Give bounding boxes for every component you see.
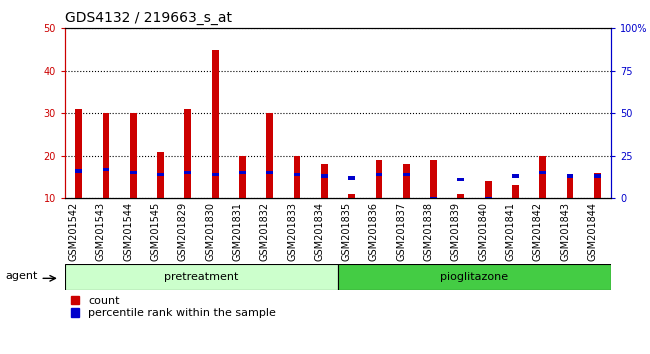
Bar (239, 156, 246, 198)
Bar (75, 109, 82, 198)
Text: pioglitazone: pioglitazone (441, 272, 508, 282)
Text: GSM201841: GSM201841 (506, 201, 515, 261)
Text: GSM201545: GSM201545 (151, 201, 161, 261)
Bar (485, 196, 491, 200)
Bar (157, 152, 164, 198)
Bar (376, 173, 382, 176)
Bar (294, 156, 300, 198)
Bar (185, 109, 191, 198)
Bar (103, 168, 109, 171)
Bar (348, 194, 355, 198)
Text: GSM201543: GSM201543 (96, 201, 106, 261)
Bar (212, 50, 218, 198)
Text: pretreatment: pretreatment (164, 272, 239, 282)
Bar (338, 264, 611, 290)
Bar (130, 113, 136, 198)
Bar (485, 181, 491, 198)
Bar (212, 173, 218, 176)
Bar (266, 113, 273, 198)
Bar (430, 196, 437, 200)
Bar (321, 175, 328, 178)
Bar (512, 175, 519, 178)
Bar (294, 173, 300, 176)
Bar (321, 164, 328, 198)
Bar (266, 171, 273, 175)
Text: GSM201837: GSM201837 (396, 201, 406, 261)
Bar (540, 171, 546, 175)
Bar (403, 164, 410, 198)
Text: GSM201830: GSM201830 (205, 201, 215, 261)
Bar (512, 185, 519, 198)
Text: GSM201833: GSM201833 (287, 201, 297, 261)
Text: GSM201544: GSM201544 (124, 201, 133, 261)
Text: GSM201838: GSM201838 (424, 201, 434, 261)
Text: GSM201835: GSM201835 (342, 201, 352, 261)
Bar (567, 175, 573, 178)
Bar (348, 176, 355, 179)
Text: GDS4132 / 219663_s_at: GDS4132 / 219663_s_at (65, 11, 232, 25)
Bar (376, 160, 382, 198)
Bar (594, 175, 601, 178)
Bar (458, 178, 464, 181)
Bar (430, 160, 437, 198)
Text: agent: agent (5, 271, 38, 281)
Bar (75, 169, 82, 173)
Text: GSM201834: GSM201834 (315, 201, 324, 261)
Text: GSM201839: GSM201839 (451, 201, 461, 261)
Bar (65, 264, 338, 290)
Text: GSM201836: GSM201836 (369, 201, 379, 261)
Text: GSM201832: GSM201832 (260, 201, 270, 261)
Text: GSM201831: GSM201831 (233, 201, 242, 261)
Text: GSM201844: GSM201844 (588, 201, 597, 261)
Bar (239, 171, 246, 175)
Bar (130, 171, 136, 175)
Bar (157, 173, 164, 176)
Text: GSM201829: GSM201829 (178, 201, 188, 261)
Bar (403, 173, 410, 176)
Bar (540, 156, 546, 198)
Bar (567, 177, 573, 198)
Bar (185, 171, 191, 175)
Text: GSM201842: GSM201842 (533, 201, 543, 261)
Bar (458, 194, 464, 198)
Legend: count, percentile rank within the sample: count, percentile rank within the sample (71, 296, 276, 318)
Bar (103, 113, 109, 198)
Text: GSM201840: GSM201840 (478, 201, 488, 261)
Bar (594, 173, 601, 198)
Text: GSM201542: GSM201542 (69, 201, 79, 261)
Text: GSM201843: GSM201843 (560, 201, 570, 261)
